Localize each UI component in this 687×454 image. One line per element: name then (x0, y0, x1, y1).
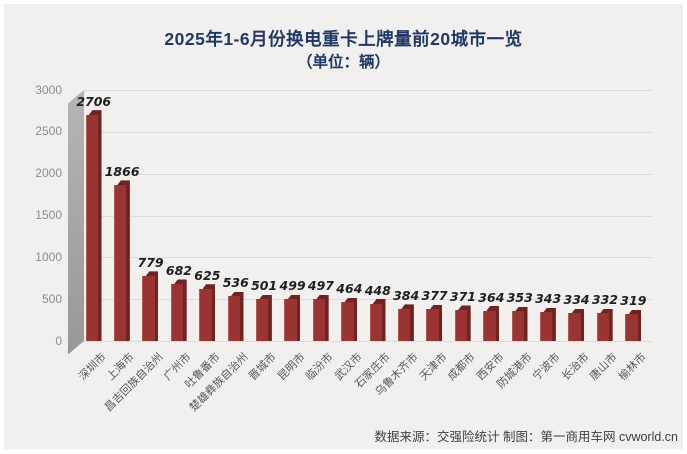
source-credit: 数据来源：交强险统计 制图：第一商用车网 cvworld.cn (374, 430, 679, 444)
bar (199, 288, 212, 341)
bar-value-label: 343 (535, 291, 562, 307)
bar (341, 302, 354, 341)
y-axis-tick-label: 1000 (35, 249, 62, 264)
bar (625, 314, 638, 341)
y-axis-tick-label: 1500 (35, 208, 62, 222)
bar (142, 275, 155, 341)
bar (596, 313, 610, 341)
y-axis-tick-label: 0 (55, 333, 62, 348)
bar (454, 309, 468, 341)
bar (284, 299, 297, 341)
bar-value-label: 499 (279, 278, 306, 294)
bar (113, 184, 127, 341)
bar (397, 308, 411, 341)
bar-value-label: 779 (137, 254, 164, 270)
gridline (84, 341, 652, 342)
bar (483, 310, 496, 341)
bar (255, 299, 269, 341)
bar-value-label: 1866 (104, 163, 140, 179)
bar (369, 303, 382, 341)
bar (227, 296, 240, 341)
gridline (84, 173, 652, 175)
bar-value-label: 682 (165, 262, 192, 278)
chart-subtitle: （单位：辆） (296, 54, 390, 71)
gridline (84, 257, 652, 259)
bar-value-label: 371 (449, 288, 476, 304)
bar-value-label: 448 (364, 282, 391, 298)
y-axis-tick-label: 2500 (35, 124, 62, 139)
bar-value-label: 364 (478, 289, 505, 305)
bar (312, 299, 326, 341)
bar-value-label: 2706 (76, 93, 112, 109)
bar (170, 283, 184, 341)
gridline (84, 90, 652, 91)
bar-value-label: 497 (307, 278, 334, 294)
gridline (84, 215, 652, 217)
y-axis-tick-label: 2000 (35, 166, 62, 181)
bar-value-label: 536 (222, 275, 249, 291)
axis-3d-wall (68, 90, 84, 355)
bar (539, 312, 553, 341)
bar-value-label: 625 (194, 267, 221, 283)
bar-value-label: 377 (421, 288, 448, 304)
y-axis-tick-label: 500 (41, 291, 62, 306)
bar-value-label: 384 (393, 287, 420, 303)
chart-title: 2025年1-6月份换电重卡上牌量前20城市一览 (164, 29, 523, 49)
bar (426, 309, 439, 341)
gridline (84, 299, 652, 301)
bar (85, 114, 98, 341)
bar-value-label: 501 (251, 278, 278, 294)
bar (568, 313, 581, 341)
bar-value-label: 332 (591, 292, 618, 308)
bar-value-label: 353 (506, 290, 533, 306)
bar-value-label: 334 (563, 292, 590, 308)
gridline (84, 131, 652, 133)
y-axis-tick-label: 3000 (35, 82, 62, 97)
bar-value-label: 319 (620, 293, 647, 309)
bar-value-label: 464 (336, 281, 363, 297)
bar (511, 311, 524, 341)
